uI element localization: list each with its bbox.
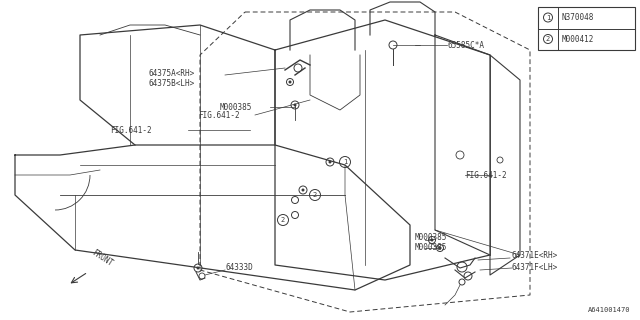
Text: 64333D: 64333D bbox=[225, 263, 253, 273]
Text: N370048: N370048 bbox=[562, 13, 595, 22]
Text: 64371F<LH>: 64371F<LH> bbox=[512, 263, 558, 273]
Text: 1: 1 bbox=[546, 14, 550, 20]
Text: 2: 2 bbox=[281, 217, 285, 223]
Text: FIG.641-2: FIG.641-2 bbox=[465, 171, 507, 180]
Circle shape bbox=[431, 238, 433, 242]
Bar bbox=[538, 7, 635, 50]
Circle shape bbox=[438, 246, 442, 250]
Text: M000385: M000385 bbox=[415, 244, 447, 252]
Circle shape bbox=[294, 103, 296, 107]
Text: FIG.641-2: FIG.641-2 bbox=[110, 125, 152, 134]
Text: A641001470: A641001470 bbox=[588, 307, 630, 313]
Text: 64371E<RH>: 64371E<RH> bbox=[512, 252, 558, 260]
Text: M000385: M000385 bbox=[220, 102, 252, 111]
Circle shape bbox=[196, 267, 200, 269]
Circle shape bbox=[289, 81, 291, 84]
Text: 1: 1 bbox=[343, 159, 347, 165]
Circle shape bbox=[301, 188, 305, 191]
Text: 65585C*A: 65585C*A bbox=[447, 41, 484, 50]
Text: M000412: M000412 bbox=[562, 35, 595, 44]
Text: 64375B<LH>: 64375B<LH> bbox=[148, 78, 195, 87]
Text: 2: 2 bbox=[313, 192, 317, 198]
Text: FRONT: FRONT bbox=[90, 248, 115, 268]
Circle shape bbox=[328, 161, 332, 164]
Text: 2: 2 bbox=[546, 36, 550, 42]
Text: M000385: M000385 bbox=[415, 234, 447, 243]
Text: FIG.641-2: FIG.641-2 bbox=[198, 110, 239, 119]
Text: 64375A<RH>: 64375A<RH> bbox=[148, 68, 195, 77]
